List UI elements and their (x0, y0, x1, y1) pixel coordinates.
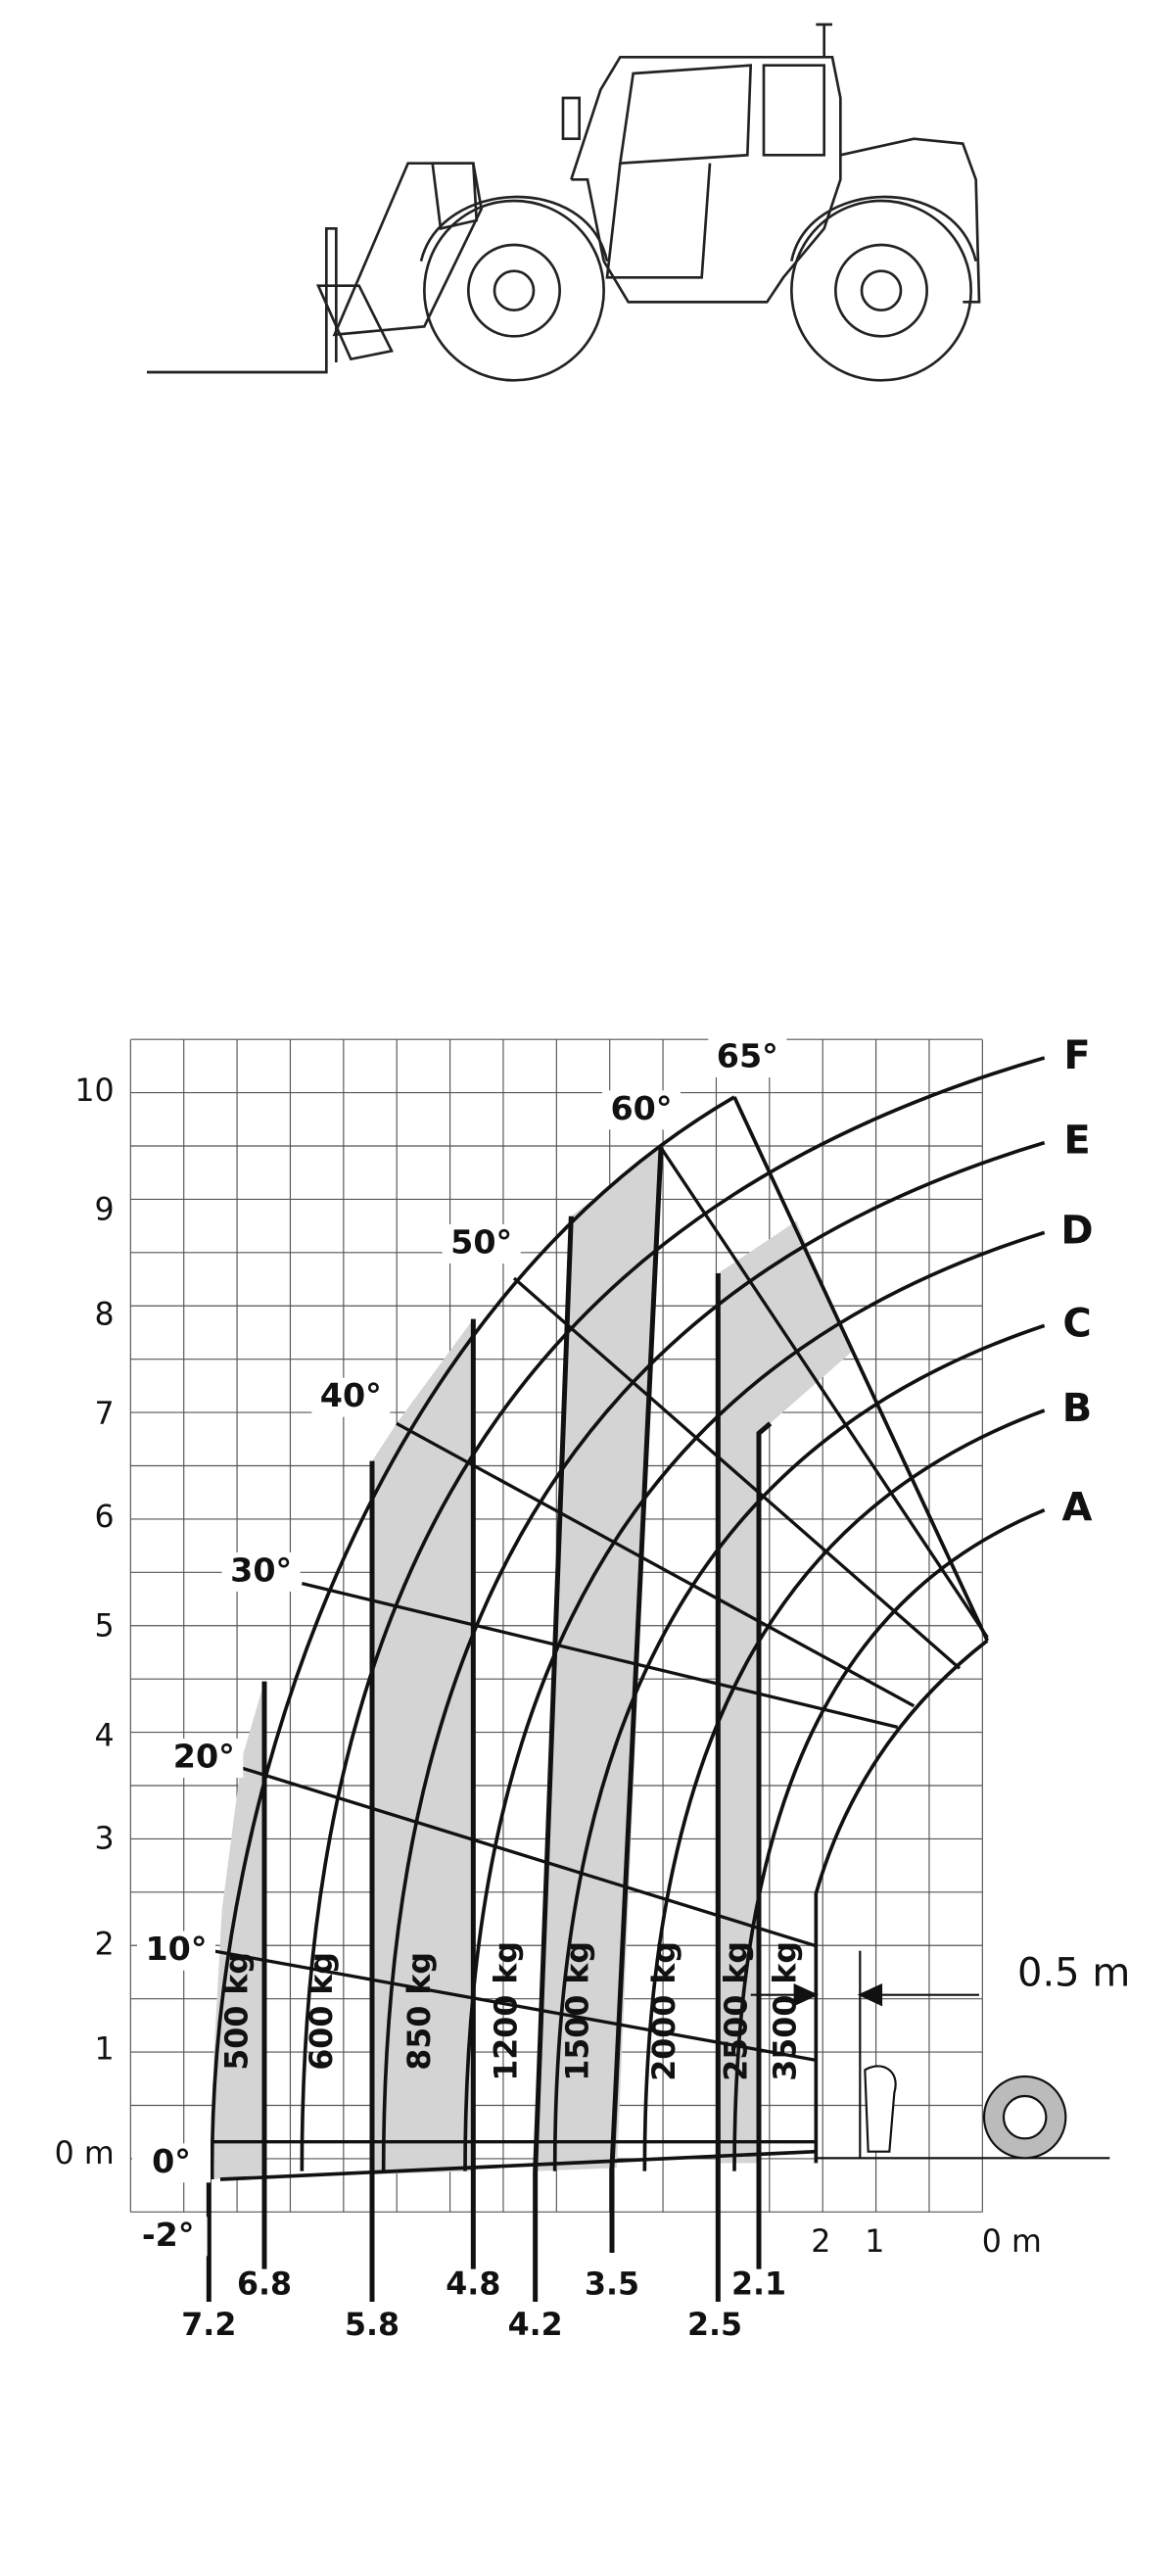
curve-label: E (1063, 1119, 1090, 1164)
baseline (219, 2149, 817, 2181)
x-axis-label: 0 m (982, 2224, 1042, 2260)
angle-line (396, 1421, 916, 1708)
distance-label: 4.2 (508, 2308, 563, 2343)
angle-label: -2° (142, 2216, 195, 2254)
angle-line (301, 1582, 899, 1729)
angle-label-bg (164, 1739, 244, 1778)
dimension-label: 0.5 m (1017, 1951, 1130, 1996)
distance-label: 2.5 (687, 2308, 742, 2343)
angle-label-bg (708, 1038, 787, 1077)
boom-curve (642, 1408, 1046, 2171)
angle-label-bg (128, 2217, 208, 2257)
load-line (756, 1421, 773, 2269)
boom-curve (300, 1056, 1046, 2171)
angle-label-bg (132, 2143, 211, 2183)
angle-label-bg (137, 1931, 215, 1971)
load-zone (372, 1318, 474, 2174)
x-axis-label: 1 (865, 2224, 884, 2260)
y-axis-label: 10 (74, 1073, 114, 1109)
load-label: 2500 kg (719, 1941, 754, 2081)
load-zone (212, 1681, 264, 2179)
load-label: 2000 kg (647, 1941, 682, 2081)
distance-label: 4.8 (446, 2266, 500, 2302)
angle-label: 20° (173, 1738, 235, 1776)
boom-curve (463, 1230, 1046, 2171)
y-axis-label: 7 (95, 1397, 115, 1432)
distance-label: 6.8 (237, 2266, 292, 2302)
distance-label: 3.5 (585, 2266, 639, 2302)
inner-boundary (814, 1639, 989, 2164)
angle-line (732, 1096, 989, 1642)
y-axis-label: 6 (95, 1500, 115, 1535)
angle-label-bg (311, 1377, 391, 1417)
angle-line (212, 1949, 817, 2062)
dimension-marker (750, 1950, 1110, 2160)
boom-curve (552, 1323, 1046, 2171)
y-axis-label: 2 (95, 1928, 115, 1963)
curve-label: D (1060, 1208, 1093, 1253)
angle-label-bg (221, 1552, 301, 1592)
angle-label: 60° (610, 1089, 672, 1127)
load-label: 600 kg (305, 1952, 340, 2071)
distance-label: 7.2 (181, 2308, 236, 2343)
distance-label: 5.8 (345, 2308, 400, 2343)
angle-label: 0° (152, 2142, 191, 2180)
outer-boundary (210, 1095, 735, 2180)
load-label: 3500 kg (768, 1941, 803, 2081)
curve-label: F (1063, 1033, 1090, 1078)
load-label: 500 kg (219, 1952, 255, 2071)
y-axis-label: 0 m (55, 2136, 115, 2171)
curve-label: A (1062, 1486, 1093, 1531)
angle-line (659, 1146, 989, 1639)
angle-label: 30° (230, 1551, 292, 1590)
angle-label: 10° (145, 1930, 207, 1968)
angle-label-bg (442, 1224, 521, 1264)
y-axis-label: 3 (95, 1821, 115, 1856)
y-axis-label: 4 (95, 1718, 115, 1753)
boom-curve (732, 1507, 1046, 2171)
load-zone (535, 1147, 661, 2171)
y-axis-label: 1 (95, 2031, 115, 2067)
angle-label: 65° (717, 1037, 778, 1075)
x-axis-label: 2 (811, 2224, 830, 2260)
angle-label: 50° (450, 1223, 512, 1262)
y-axis-label: 9 (95, 1193, 115, 1228)
distance-label: 2.1 (731, 2266, 786, 2302)
angle-label-bg (602, 1090, 681, 1130)
angle-label: 40° (320, 1376, 382, 1414)
load-lines (206, 1147, 773, 2302)
load-line (609, 1147, 664, 2253)
angle-line (512, 1276, 962, 1670)
load-label: 1500 kg (561, 1941, 596, 2081)
curve-label: C (1062, 1301, 1091, 1346)
telehandler-illustration (147, 23, 981, 382)
y-axis-label: 8 (95, 1297, 115, 1332)
curve-label: B (1062, 1386, 1093, 1431)
load-label: 1200 kg (489, 1941, 524, 2081)
y-axis-label: 5 (95, 1609, 115, 1645)
load-line (533, 1216, 574, 2302)
load-label: 850 kg (402, 1952, 438, 2071)
